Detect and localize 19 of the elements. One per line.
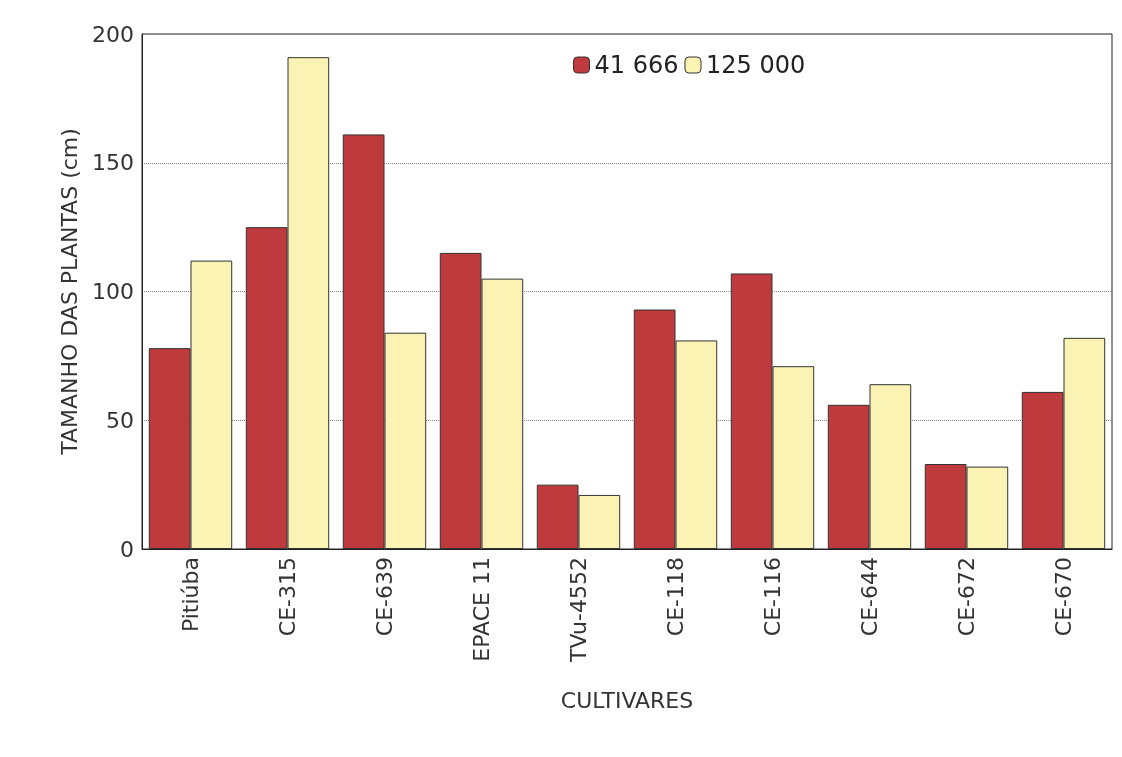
x-tick-label: CE-670 [1051, 557, 1076, 637]
x-tick-label: CE-315 [275, 557, 300, 637]
y-tick-label: 150 [92, 150, 134, 176]
x-tick-label: EPACE 11 [469, 557, 494, 662]
legend-label: 125 000 [705, 51, 806, 79]
x-tick-label: CE-116 [760, 557, 785, 637]
y-tick-label: 50 [106, 407, 134, 433]
y-tick-label: 0 [120, 536, 134, 562]
x-tick-label: TVu-4552 [566, 557, 591, 663]
y-axis-title: TAMANHO DAS PLANTAS (cm) [56, 128, 82, 456]
y-tick-label: 200 [92, 21, 134, 47]
x-tick-label: Pitiúba [178, 557, 203, 633]
x-tick-label: CE-118 [663, 557, 688, 637]
x-tick-label: CE-644 [857, 557, 882, 637]
y-tick-label: 100 [92, 279, 134, 304]
x-axis-title: CULTIVARES [560, 687, 694, 713]
legend-label: 41 666 [594, 51, 679, 79]
x-tick-label: CE-639 [372, 557, 397, 637]
x-tick-label: CE-672 [954, 557, 979, 637]
